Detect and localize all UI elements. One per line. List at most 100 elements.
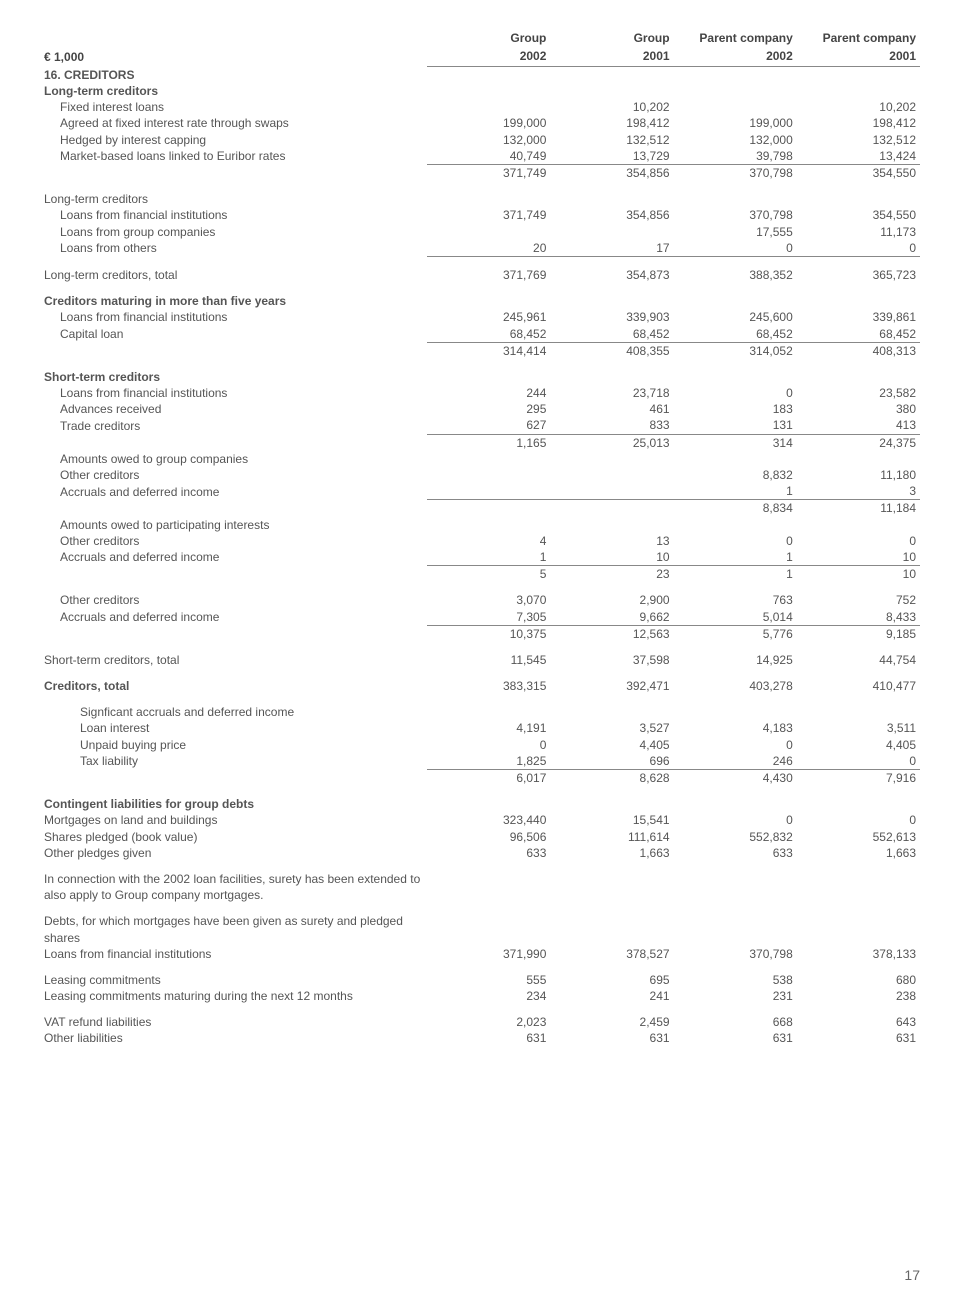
cell-value (550, 467, 673, 483)
row-label: Fixed interest loans (40, 99, 427, 115)
cell-value: 410,477 (797, 678, 920, 694)
row-label: Signficant accruals and deferred income (40, 704, 427, 720)
cell-value: 3 (797, 483, 920, 500)
cell-value: 5,014 (674, 609, 797, 626)
cell-value: 8,628 (550, 770, 673, 787)
cell-value: 37,598 (550, 652, 673, 668)
cell-value (550, 913, 673, 945)
row-label: Agreed at fixed interest rate through sw… (40, 115, 427, 131)
row-label: VAT refund liabilities (40, 1014, 427, 1030)
cell-value: 199,000 (674, 115, 797, 131)
cell-value (674, 517, 797, 533)
cell-value (427, 67, 550, 83)
col-header-top: Parent company (674, 30, 797, 48)
row-label: Short-term creditors (40, 369, 427, 385)
cell-value: 231 (674, 988, 797, 1004)
row-label (40, 165, 427, 182)
row-label: Shares pledged (book value) (40, 829, 427, 845)
cell-value: 4,191 (427, 720, 550, 736)
cell-value (674, 913, 797, 945)
cell-value: 4,405 (797, 737, 920, 753)
cell-value: 68,452 (427, 326, 550, 343)
cell-value: 695 (550, 972, 673, 988)
row-label: Tax liability (40, 753, 427, 770)
row-label: Long-term creditors (40, 83, 427, 99)
row-label: In connection with the 2002 loan facilit… (40, 871, 427, 903)
cell-value: 241 (550, 988, 673, 1004)
cell-value: 1 (674, 483, 797, 500)
cell-value: 132,512 (550, 132, 673, 148)
cell-value: 13,424 (797, 148, 920, 165)
col-header-top: Group (427, 30, 550, 48)
cell-value: 1,663 (550, 845, 673, 861)
cell-value: 370,798 (674, 946, 797, 962)
cell-value (797, 796, 920, 812)
row-label (40, 566, 427, 583)
row-label: Other pledges given (40, 845, 427, 861)
cell-value (797, 451, 920, 467)
cell-value (550, 517, 673, 533)
row-label: Loans from financial institutions (40, 309, 427, 325)
cell-value (797, 67, 920, 83)
cell-value: 246 (674, 753, 797, 770)
cell-value: 4,430 (674, 770, 797, 787)
cell-value (797, 517, 920, 533)
cell-value: 408,313 (797, 342, 920, 359)
cell-value (550, 224, 673, 240)
cell-value: 378,133 (797, 946, 920, 962)
row-label: Accruals and deferred income (40, 609, 427, 626)
cell-value: 763 (674, 592, 797, 608)
row-label: Other liabilities (40, 1030, 427, 1046)
cell-value: 0 (797, 812, 920, 828)
cell-value (674, 796, 797, 812)
cell-value: 2,023 (427, 1014, 550, 1030)
cell-value: 198,412 (550, 115, 673, 131)
row-label: Loans from financial institutions (40, 207, 427, 223)
row-label (40, 625, 427, 642)
cell-value (550, 500, 673, 517)
cell-value: 371,749 (427, 207, 550, 223)
cell-value: 378,527 (550, 946, 673, 962)
cell-value (427, 467, 550, 483)
cell-value (797, 293, 920, 309)
col-header-bot: 2001 (797, 48, 920, 67)
cell-value: 1 (674, 566, 797, 583)
cell-value: 314 (674, 434, 797, 451)
row-label (40, 342, 427, 359)
cell-value (797, 913, 920, 945)
cell-value: 0 (427, 737, 550, 753)
cell-value: 643 (797, 1014, 920, 1030)
cell-value: 371,990 (427, 946, 550, 962)
cell-value (427, 293, 550, 309)
cell-value: 631 (550, 1030, 673, 1046)
cell-value: 413 (797, 417, 920, 434)
cell-value: 23,718 (550, 385, 673, 401)
cell-value (674, 704, 797, 720)
cell-value: 1,825 (427, 753, 550, 770)
cell-value: 7,305 (427, 609, 550, 626)
cell-value: 631 (427, 1030, 550, 1046)
cell-value: 9,185 (797, 625, 920, 642)
col-header-bot: 2002 (674, 48, 797, 67)
cell-value: 0 (674, 240, 797, 257)
cell-value: 10,375 (427, 625, 550, 642)
cell-value: 461 (550, 401, 673, 417)
cell-value: 131 (674, 417, 797, 434)
cell-value: 1 (427, 549, 550, 566)
cell-value: 2,900 (550, 592, 673, 608)
row-label: Accruals and deferred income (40, 549, 427, 566)
cell-value: 631 (797, 1030, 920, 1046)
cell-value: 13 (550, 533, 673, 549)
cell-value: 68,452 (797, 326, 920, 343)
cell-value: 17,555 (674, 224, 797, 240)
cell-value: 552,832 (674, 829, 797, 845)
cell-value: 403,278 (674, 678, 797, 694)
cell-value: 380 (797, 401, 920, 417)
row-label: Debts, for which mortgages have been giv… (40, 913, 427, 945)
cell-value: 370,798 (674, 207, 797, 223)
cell-value: 0 (797, 533, 920, 549)
cell-value: 8,832 (674, 467, 797, 483)
cell-value: 752 (797, 592, 920, 608)
cell-value (674, 451, 797, 467)
cell-value: 1,165 (427, 434, 550, 451)
